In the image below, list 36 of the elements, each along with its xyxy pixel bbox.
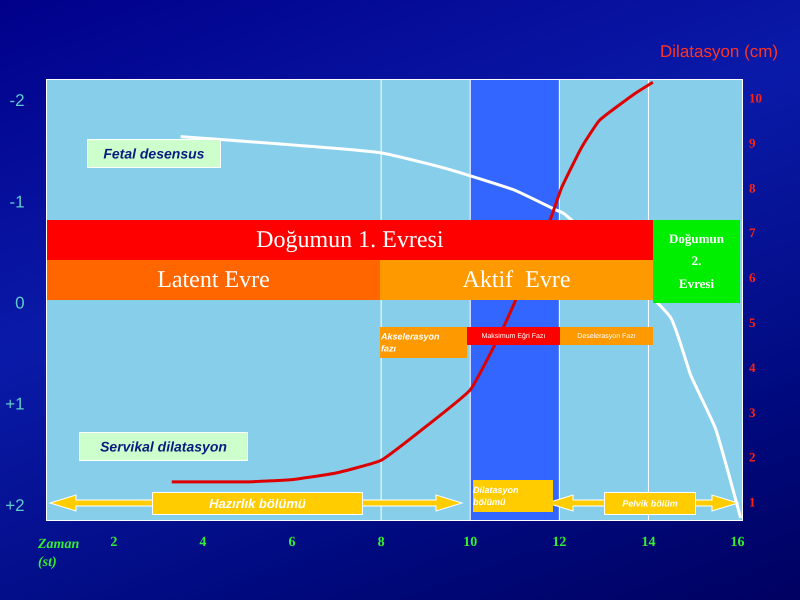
annotation: Aktif Evre xyxy=(462,267,570,293)
y2-axis-title: Dilatasyon (cm) xyxy=(660,42,778,61)
y2-tick-label: 4 xyxy=(749,360,756,375)
x-tick-label: 10 xyxy=(463,534,478,550)
y-tick-label: -2 xyxy=(9,91,25,110)
annotation: Doğumun 1. Evresi xyxy=(256,227,444,253)
y2-tick-label: 8 xyxy=(749,180,756,196)
y2-tick-label: 2 xyxy=(749,450,756,465)
annotation: Pelvik bölüm xyxy=(622,498,678,508)
x-tick-label: 6 xyxy=(288,534,296,550)
y2-tick-label: 9 xyxy=(749,135,756,150)
annotation: Doğumun 2. Evresi xyxy=(669,230,724,293)
x-tick-label: 16 xyxy=(730,534,745,550)
y2-tick-label: 6 xyxy=(749,270,756,286)
y-tick-label: +1 xyxy=(5,394,25,414)
annotation: Latent Evre xyxy=(157,267,270,293)
y2-tick-label: 7 xyxy=(749,225,756,240)
x-tick-label: 4 xyxy=(199,534,206,550)
y-tick-label: +2 xyxy=(5,496,25,515)
x-tick-label: 8 xyxy=(378,534,385,550)
annotation: Dilatasyon bölümü xyxy=(473,485,520,507)
x-tick-label: 2 xyxy=(110,534,118,550)
y2-tick-label: 10 xyxy=(749,90,762,106)
y2-tick-label: 5 xyxy=(749,315,756,330)
label-box: Doğumun 2. Evresi xyxy=(653,220,740,303)
y2-tick-label: 1 xyxy=(749,494,756,510)
series-label: Fetal desensus xyxy=(103,146,205,162)
x-tick-label: 12 xyxy=(552,534,566,550)
y2-tick-label: 3 xyxy=(749,404,756,420)
series-label: Servikal dilatasyon xyxy=(100,438,227,454)
annotation: Akselerasyon fazı xyxy=(380,332,440,354)
x-axis-title: Zaman (st) xyxy=(37,537,80,570)
annotation: Hazırlık bölümü xyxy=(209,496,306,511)
y-tick-label: 0 xyxy=(15,293,25,312)
x-tick-label: 14 xyxy=(641,534,656,550)
y-tick-label: -1 xyxy=(9,192,25,212)
